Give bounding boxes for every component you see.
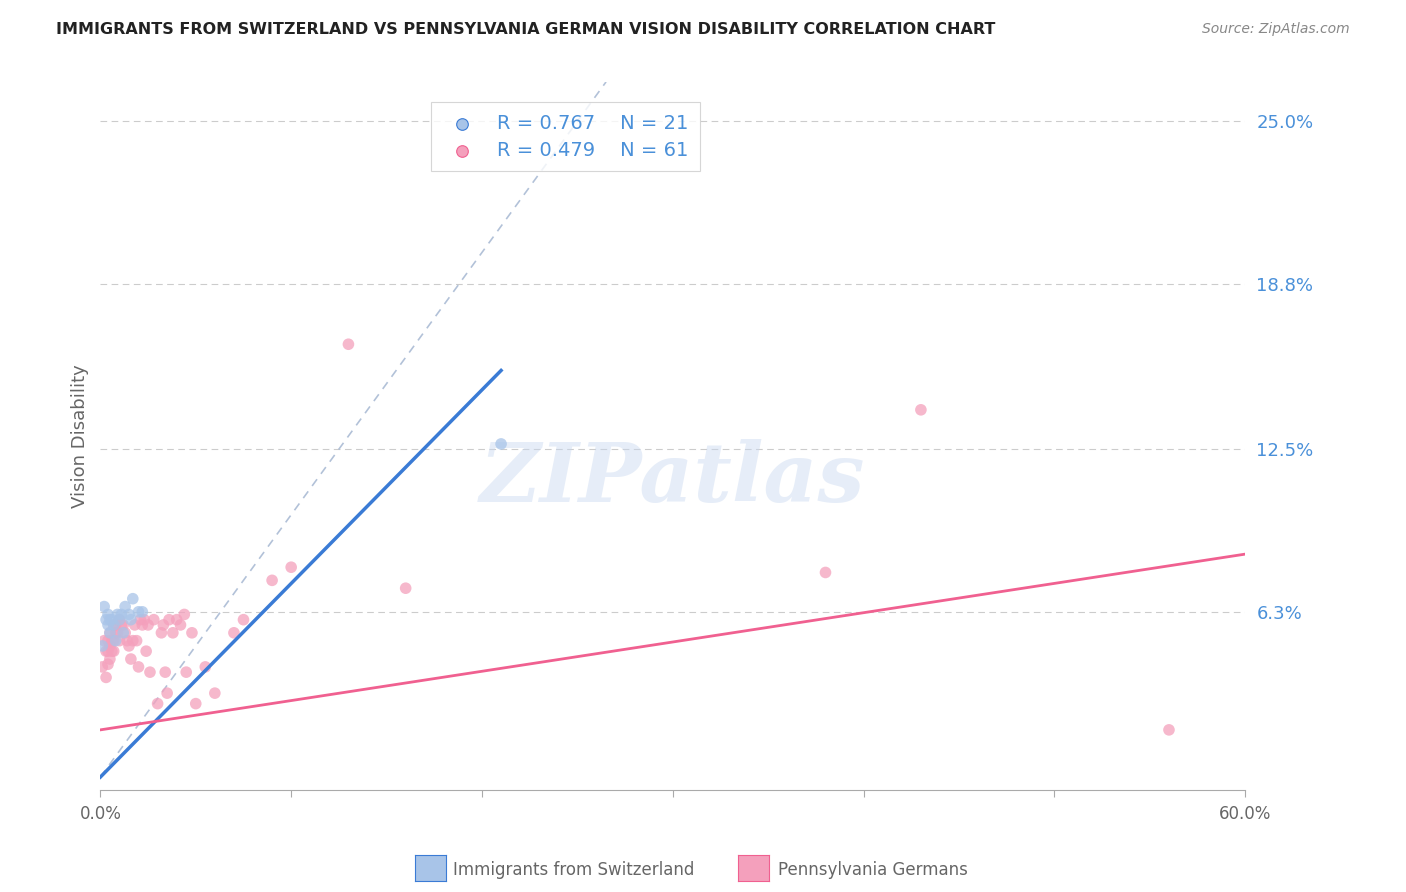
Point: [103, 618, 125, 632]
Point: [108, 613, 131, 627]
Point: [131, 605, 153, 619]
Point: [98, 652, 121, 666]
Point: [280, 560, 302, 574]
Point: [135, 644, 157, 658]
Point: [157, 613, 180, 627]
Point: [98, 639, 121, 653]
Point: [146, 697, 169, 711]
Point: [120, 652, 142, 666]
Text: IMMIGRANTS FROM SWITZERLAND VS PENNSYLVANIA GERMAN VISION DISABILITY CORRELATION: IMMIGRANTS FROM SWITZERLAND VS PENNSYLVA…: [56, 22, 995, 37]
Point: [139, 665, 162, 680]
Point: [118, 639, 141, 653]
Point: [93, 599, 115, 614]
Point: [152, 618, 174, 632]
Point: [101, 613, 124, 627]
Point: [115, 633, 138, 648]
Point: [262, 574, 284, 588]
Point: [814, 566, 837, 580]
Point: [204, 686, 226, 700]
Point: [110, 607, 132, 622]
Point: [98, 625, 121, 640]
Point: [97, 618, 120, 632]
Point: [142, 613, 165, 627]
Point: [129, 613, 152, 627]
Point: [101, 633, 124, 648]
Point: [112, 625, 135, 640]
Point: [222, 625, 245, 640]
Point: [108, 613, 131, 627]
Text: Immigrants from Switzerland: Immigrants from Switzerland: [453, 861, 695, 879]
Point: [174, 665, 197, 680]
Point: [124, 618, 146, 632]
Point: [150, 625, 173, 640]
Text: ZIPatlas: ZIPatlas: [479, 439, 866, 518]
Point: [194, 660, 217, 674]
Point: [184, 697, 207, 711]
Point: [489, 437, 512, 451]
Point: [103, 618, 125, 632]
Text: Source: ZipAtlas.com: Source: ZipAtlas.com: [1202, 22, 1350, 37]
Point: [118, 607, 141, 622]
Point: [120, 613, 142, 627]
Point: [97, 657, 120, 672]
Point: [121, 591, 143, 606]
Point: [128, 605, 150, 619]
Point: [97, 607, 120, 622]
Point: [103, 644, 125, 658]
Point: [104, 618, 127, 632]
Point: [101, 644, 124, 658]
Point: [121, 633, 143, 648]
Point: [136, 618, 159, 632]
Point: [128, 660, 150, 674]
Point: [91, 660, 114, 674]
Point: [155, 665, 177, 680]
Point: [107, 607, 129, 622]
Point: [108, 633, 131, 648]
Point: [98, 625, 121, 640]
Point: [114, 599, 136, 614]
Point: [94, 670, 117, 684]
Point: [93, 633, 115, 648]
Point: [94, 613, 117, 627]
Point: [97, 633, 120, 648]
Point: [98, 613, 121, 627]
Point: [181, 625, 204, 640]
Point: [162, 625, 184, 640]
Point: [1157, 723, 1180, 737]
Point: [107, 625, 129, 640]
Point: [112, 618, 135, 632]
Point: [114, 625, 136, 640]
Point: [910, 402, 932, 417]
Point: [337, 337, 360, 351]
Point: [94, 644, 117, 658]
Legend: R = 0.767    N = 21, R = 0.479    N = 61: R = 0.767 N = 21, R = 0.479 N = 61: [430, 103, 700, 171]
Point: [156, 686, 179, 700]
Point: [104, 633, 127, 648]
Point: [173, 607, 195, 622]
Point: [110, 618, 132, 632]
Point: [97, 644, 120, 658]
Point: [104, 625, 127, 640]
Point: [134, 613, 156, 627]
Point: [131, 618, 153, 632]
Point: [395, 581, 418, 595]
Point: [169, 618, 191, 632]
Point: [232, 613, 254, 627]
Text: Pennsylvania Germans: Pennsylvania Germans: [778, 861, 967, 879]
Point: [103, 633, 125, 648]
Point: [125, 633, 148, 648]
Point: [166, 613, 188, 627]
Y-axis label: Vision Disability: Vision Disability: [72, 364, 89, 508]
Point: [91, 639, 114, 653]
